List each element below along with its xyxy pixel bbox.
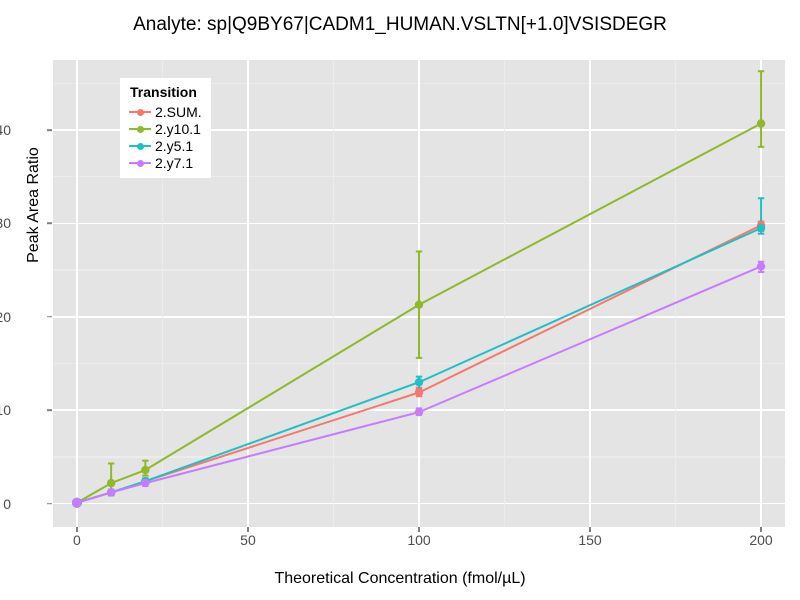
y-tick-mark bbox=[47, 222, 52, 225]
y-tick-label: 30 bbox=[0, 215, 11, 232]
plot-panel bbox=[53, 60, 785, 527]
grid-major-vertical bbox=[589, 60, 591, 527]
legend-key-icon bbox=[129, 155, 151, 170]
grid-major-vertical bbox=[760, 60, 762, 527]
grid-minor-vertical bbox=[161, 60, 164, 527]
legend-item-label: 2.SUM. bbox=[155, 103, 202, 120]
x-tick-mark bbox=[589, 527, 591, 532]
x-tick-label: 50 bbox=[240, 532, 256, 548]
y-tick-label: 40 bbox=[0, 122, 11, 139]
x-tick-label: 200 bbox=[749, 532, 773, 548]
data-point bbox=[141, 478, 150, 488]
x-axis-label: Theoretical Concentration (fmol/µL) bbox=[274, 570, 526, 587]
legend-item-label: 2.y7.1 bbox=[155, 154, 194, 171]
data-point bbox=[141, 465, 150, 475]
y-tick-mark bbox=[47, 502, 52, 505]
legend-key-point bbox=[137, 108, 144, 116]
legend-item-label: 2.y10.1 bbox=[155, 120, 201, 137]
legend-item-2sum[interactable]: 2.SUM. bbox=[129, 103, 202, 120]
x-tick-mark bbox=[760, 527, 762, 532]
data-point bbox=[756, 262, 766, 271]
data-point bbox=[414, 300, 424, 309]
legend-key-point bbox=[137, 142, 144, 150]
y-axis-label: Peak Area Ratio bbox=[25, 147, 42, 263]
x-tick-mark bbox=[418, 527, 420, 532]
y-tick-label: 20 bbox=[0, 308, 11, 325]
legend-key-point bbox=[137, 159, 144, 167]
legend-key-icon bbox=[129, 121, 151, 136]
series-errorbars-2-y5-1 bbox=[107, 197, 765, 497]
series-errorbars-2-SUM- bbox=[107, 220, 765, 496]
page-title: Analyte: sp|Q9BY67|CADM1_HUMAN.VSLTN[+1.… bbox=[133, 14, 667, 35]
x-tick-mark bbox=[76, 527, 78, 532]
y-tick-mark bbox=[47, 316, 52, 318]
legend-item-label: 2.y5.1 bbox=[155, 137, 194, 154]
x-tick-label: 150 bbox=[578, 532, 602, 548]
x-tick-mark bbox=[247, 527, 249, 532]
x-tick-label: 0 bbox=[73, 532, 81, 548]
y-tick-mark bbox=[47, 129, 52, 131]
plot-series-layer bbox=[71, 70, 766, 508]
legend-items: 2.SUM. 2.y10.1 2.y5.1 2.y7.1 bbox=[129, 103, 202, 171]
data-point bbox=[414, 378, 424, 387]
data-point bbox=[756, 119, 766, 128]
y-tick-label: 0 bbox=[3, 495, 11, 512]
legend-key-point bbox=[137, 125, 144, 133]
data-point bbox=[106, 478, 116, 488]
data-point bbox=[414, 388, 424, 397]
legend-key-icon bbox=[129, 138, 151, 153]
y-tick-mark bbox=[47, 409, 52, 412]
data-point bbox=[414, 407, 424, 417]
grid-major-vertical bbox=[76, 60, 78, 527]
data-point bbox=[106, 488, 116, 497]
legend: Transition 2.SUM. 2.y10.1 2.y5.1 2.y7.1 bbox=[120, 78, 211, 178]
legend-item-2y101[interactable]: 2.y10.1 bbox=[129, 120, 202, 137]
data-point bbox=[71, 497, 82, 508]
legend-item-2y71[interactable]: 2.y7.1 bbox=[129, 154, 202, 171]
grid-minor-vertical bbox=[503, 60, 506, 527]
legend-item-2y51[interactable]: 2.y5.1 bbox=[129, 137, 202, 154]
y-tick-label: 10 bbox=[0, 402, 11, 419]
data-point bbox=[756, 223, 766, 233]
legend-key-icon bbox=[129, 104, 151, 119]
series-points-2-y7-1 bbox=[71, 262, 766, 508]
grid-major-vertical bbox=[247, 60, 249, 527]
x-tick-label: 100 bbox=[407, 532, 431, 548]
legend-title: Transition bbox=[130, 84, 197, 100]
grid-minor-vertical bbox=[674, 60, 677, 527]
grid-minor-vertical bbox=[332, 60, 335, 527]
